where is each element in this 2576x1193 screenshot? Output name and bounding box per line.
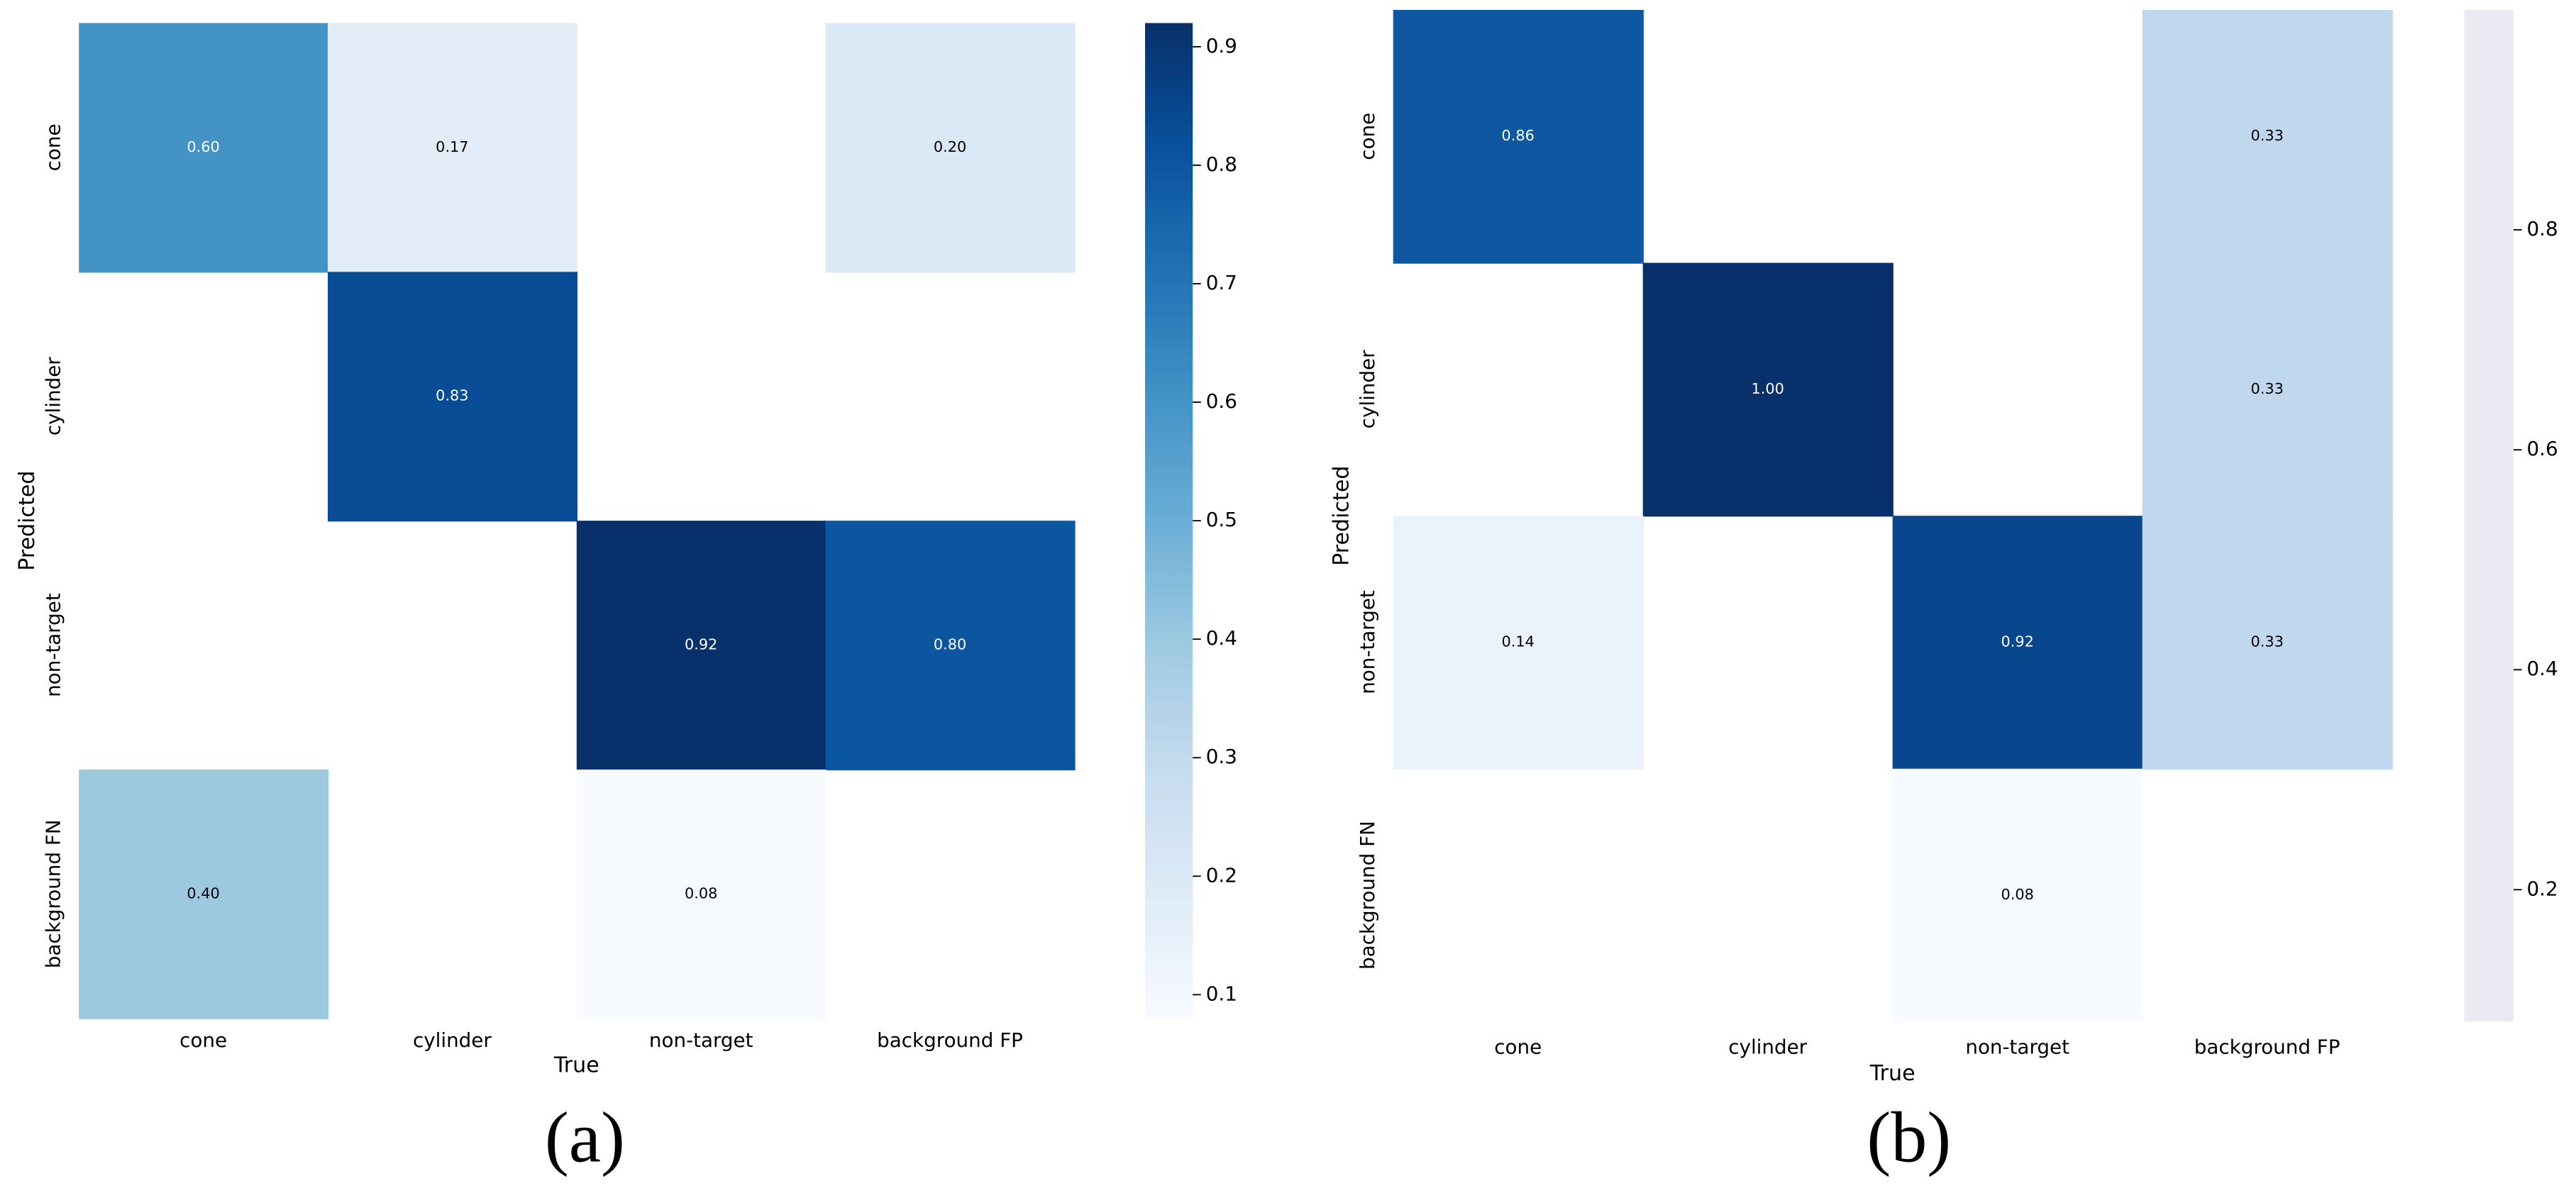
colorbar-tick-label: 0.3 (1206, 745, 1237, 768)
x-tick-label: background FP (2194, 1035, 2340, 1058)
heatmap-cell (825, 521, 1076, 771)
x-tick-label: cylinder (1728, 1035, 1807, 1058)
cell-label: 0.14 (1502, 633, 1535, 650)
heatmap-cell (327, 272, 577, 522)
cell-label: 0.80 (934, 636, 966, 653)
y-tick-label: cone (1356, 113, 1379, 160)
cell-label: 0.92 (685, 636, 717, 653)
cell-label: 0.17 (436, 138, 468, 155)
x-tick-label: cone (179, 1028, 227, 1052)
caption: (b) (1867, 1097, 1951, 1177)
heatmap-cell (2142, 262, 2393, 517)
y-tick-label: cylinder (41, 357, 65, 435)
colorbar-tick-label: 0.2 (1206, 863, 1237, 887)
cell-label: 0.92 (2001, 633, 2033, 650)
colorbar-tick-label: 0.1 (1206, 982, 1237, 1005)
colorbar-tick-label: 0.4 (2527, 657, 2558, 680)
colorbar-tick-label: 0.8 (2527, 217, 2558, 240)
y-tick-label: background FN (41, 819, 65, 968)
colorbar-tick-label: 0.6 (2527, 437, 2558, 460)
y-tick-label: non-target (41, 593, 65, 697)
cell-label: 0.86 (1502, 127, 1535, 144)
cell-label: 0.40 (187, 884, 219, 901)
cell-label: 0.33 (2250, 380, 2283, 397)
x-tick-label: cone (1494, 1035, 1542, 1058)
x-tick-label: non-target (1965, 1035, 2069, 1058)
cell-label: 0.33 (2250, 633, 2283, 650)
caption: (a) (545, 1097, 625, 1177)
heatmap-cell (79, 23, 329, 273)
x-tick-label: non-target (649, 1028, 753, 1052)
y-tick-label: non-target (1356, 590, 1379, 694)
y-tick-label: cone (41, 123, 65, 171)
colorbar-tick-label: 0.6 (1206, 389, 1237, 413)
cell-label: 0.60 (187, 138, 219, 155)
cell-label: 0.83 (436, 387, 468, 404)
heatmap-cell (327, 23, 577, 273)
heatmap-cell (1892, 516, 2143, 770)
heatmap-cell (2142, 9, 2393, 264)
heatmap-cell (1393, 9, 1644, 264)
cell-label: 0.08 (685, 884, 717, 901)
heatmap-cell (1642, 262, 1894, 517)
heatmap-cell (576, 769, 827, 1019)
heatmap-cell (2142, 516, 2393, 770)
heatmap-cell (1393, 516, 1644, 770)
y-axis-label: Predicted (15, 470, 40, 570)
heatmap-cell (79, 769, 329, 1019)
x-tick-label: cylinder (413, 1028, 492, 1052)
colorbar-tick-label: 0.2 (2527, 877, 2558, 900)
cell-label: 1.00 (1751, 380, 1784, 397)
colorbar (2464, 9, 2514, 1022)
x-tick-label: background FP (877, 1028, 1023, 1052)
cell-label: 0.33 (2250, 127, 2283, 144)
heatmap-cell (576, 521, 827, 771)
heatmap-cell (825, 23, 1076, 273)
y-tick-label: background FN (1356, 821, 1379, 970)
colorbar-tick-label: 0.4 (1206, 626, 1237, 650)
cell-label: 0.20 (934, 138, 966, 155)
colorbar-tick-label: 0.9 (1206, 34, 1237, 57)
x-axis-label: True (553, 1053, 599, 1077)
y-axis-label: Predicted (1329, 466, 1354, 566)
colorbar-tick-label: 0.7 (1206, 271, 1237, 294)
colorbar-tick-label: 0.5 (1206, 508, 1237, 531)
colorbar-tick-label: 0.8 (1206, 152, 1237, 176)
colorbar (1145, 23, 1193, 1019)
heatmap-cell (1892, 768, 2143, 1023)
x-axis-label: True (1869, 1061, 1916, 1086)
cell-label: 0.08 (2001, 886, 2033, 903)
y-tick-label: cylinder (1356, 350, 1379, 428)
